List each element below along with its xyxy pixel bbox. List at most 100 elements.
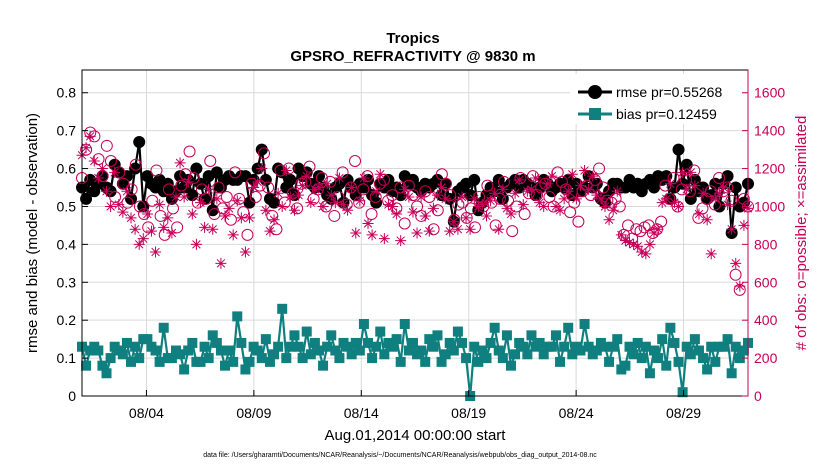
- left-axis-ticks: 0 0.1 0.2 0.3 0.4 0.5 0.6 0.7 0.8: [57, 85, 88, 404]
- bias-point: [154, 356, 165, 367]
- bias-point: [379, 349, 390, 360]
- bias-point: [636, 353, 647, 364]
- obs-assimilated-point: [574, 180, 586, 192]
- bias-point: [624, 341, 635, 352]
- obs-assimilated-point: [162, 212, 174, 224]
- bias-point: [693, 345, 704, 356]
- bias-point: [673, 356, 684, 367]
- bias-point: [526, 330, 537, 341]
- bias-point: [681, 341, 692, 352]
- obs-assimilated-point: [199, 221, 211, 233]
- obs-possible-point: [278, 196, 291, 209]
- obs-assimilated-point: [362, 218, 374, 230]
- obs-assimilated-point: [677, 166, 689, 178]
- bias-point: [436, 356, 447, 367]
- obs-assimilated-point: [726, 223, 738, 235]
- obs-assimilated-point: [190, 238, 202, 250]
- bias-point: [640, 341, 651, 352]
- bias-point: [657, 334, 668, 345]
- bias-point: [318, 360, 329, 371]
- obs-assimilated-point: [203, 183, 215, 195]
- obs-assimilated-point: [530, 172, 542, 184]
- bias-point: [199, 341, 210, 352]
- bias-point: [718, 341, 729, 352]
- bias-point: [367, 353, 378, 364]
- bias-point: [428, 341, 439, 352]
- bias-point: [677, 387, 688, 398]
- y-tick-label: 0.1: [57, 350, 77, 366]
- rmse-point: [190, 162, 203, 175]
- obs-possible-point: [146, 194, 159, 207]
- bias-point: [326, 330, 337, 341]
- bias-point: [612, 334, 623, 345]
- obs-possible-point: [634, 225, 647, 238]
- bias-point: [150, 345, 161, 356]
- obs-assimilated-point: [84, 130, 96, 142]
- bias-point: [481, 353, 492, 364]
- bias-point: [220, 360, 231, 371]
- bias-point: [706, 341, 717, 352]
- y-axis-right-label: # of obs: o=possible; ×=assimilated: [793, 116, 810, 351]
- bias-point: [358, 318, 369, 329]
- bias-point: [269, 349, 280, 360]
- bias-point: [395, 356, 406, 367]
- bias-point: [375, 326, 386, 337]
- obs-assimilated-point: [305, 197, 317, 209]
- obs-assimilated-point: [186, 208, 198, 220]
- y-tick-label: 0: [68, 388, 76, 404]
- obs-assimilated-point: [105, 200, 117, 212]
- bias-point: [179, 364, 190, 375]
- obs-assimilated-point: [366, 229, 378, 241]
- obs-assimilated-point: [239, 246, 251, 258]
- y-tick-label: 0.5: [57, 198, 77, 214]
- obs-assimilated-point: [125, 212, 137, 224]
- obs-possible-point: [282, 162, 295, 175]
- y-right-tick-label: 200: [754, 350, 778, 366]
- obs-assimilated-point: [709, 193, 721, 205]
- bias-point: [391, 334, 402, 345]
- obs-possible-point: [468, 221, 481, 234]
- bias-point: [93, 345, 104, 356]
- obs-assimilated-point: [444, 225, 456, 237]
- obs-possible-point: [121, 196, 134, 209]
- obs-assimilated-point: [607, 204, 619, 216]
- obs-assimilated-point: [411, 227, 423, 239]
- bias-point: [236, 337, 247, 348]
- obs-assimilated-point: [211, 193, 223, 205]
- bias-point: [334, 353, 345, 364]
- obs-assimilated-point: [101, 185, 113, 197]
- y-tick-label: 0.4: [57, 236, 77, 252]
- series-1: [77, 303, 753, 401]
- obs-assimilated-point: [579, 164, 591, 176]
- obs-assimilated-point: [591, 189, 603, 201]
- obs-assimilated-point: [321, 178, 333, 190]
- obs-assimilated-point: [268, 214, 280, 226]
- obs-assimilated-point: [452, 223, 464, 235]
- obs-assimilated-point: [636, 246, 648, 258]
- bias-point: [260, 334, 271, 345]
- obs-assimilated-point: [681, 183, 693, 195]
- y-right-tick-label: 600: [754, 274, 778, 290]
- legend-rmse-label: rmse pr=0.55268: [616, 84, 722, 100]
- obs-possible-point: [427, 223, 440, 236]
- bias-point: [207, 330, 218, 341]
- obs-assimilated-point: [252, 176, 264, 188]
- bias-point: [293, 341, 304, 352]
- obs-possible-point: [125, 183, 138, 196]
- obs-assimilated-point: [92, 172, 104, 184]
- obs-assimilated-point: [587, 170, 599, 182]
- obs-assimilated-point: [231, 195, 243, 207]
- bias-point: [309, 337, 320, 348]
- obs-assimilated-point: [730, 257, 742, 269]
- x-tick-label: 08/04: [129, 405, 164, 421]
- obs-assimilated-point: [664, 178, 676, 190]
- obs-assimilated-point: [272, 187, 284, 199]
- obs-possible-point: [655, 215, 668, 228]
- obs-assimilated-point: [599, 200, 611, 212]
- bias-point: [403, 345, 414, 356]
- bias-point: [424, 334, 435, 345]
- bias-point: [432, 330, 443, 341]
- obs-assimilated-point: [178, 191, 190, 203]
- bias-point: [134, 353, 145, 364]
